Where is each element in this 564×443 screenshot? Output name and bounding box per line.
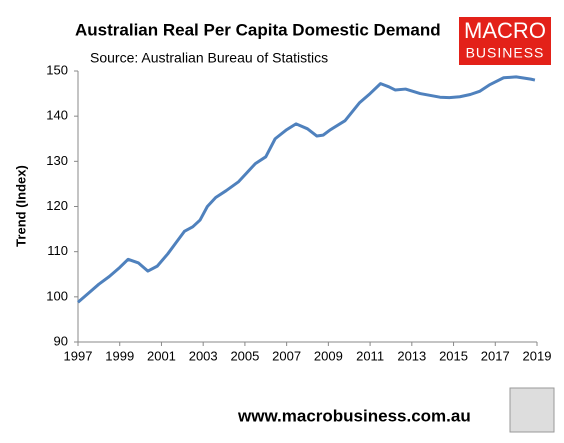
logo-text: MACRO (464, 18, 546, 43)
x-tick-label: 1997 (64, 348, 93, 363)
logo-text: BUSINESS (466, 45, 545, 61)
chart-title: Australian Real Per Capita Domestic Dema… (75, 20, 441, 39)
x-tick-label: 2013 (397, 348, 426, 363)
x-tick-label: 2003 (189, 348, 218, 363)
x-tick-label: 2007 (272, 348, 301, 363)
y-tick-label: 90 (54, 333, 68, 348)
footer: www.macrobusiness.com.au (237, 406, 471, 425)
x-tick-label: 1999 (105, 348, 134, 363)
x-tick-label: 2015 (439, 348, 468, 363)
logo-box (459, 17, 551, 65)
y-tick-label: 150 (46, 62, 68, 77)
logo-image (509, 387, 555, 433)
y-tick-label: 100 (46, 288, 68, 303)
x-tick-label: 2005 (230, 348, 259, 363)
x-tick-label: 2001 (147, 348, 176, 363)
x-tick-label: 2019 (523, 348, 552, 363)
x-tick-label: 2009 (314, 348, 343, 363)
y-axis-label: Trend (Index) (13, 165, 28, 247)
line (77, 75, 536, 304)
chart-subtitle: Source: Australian Bureau of Statistics (90, 50, 328, 66)
y-tick-label: 120 (46, 198, 68, 213)
y-tick-label: 130 (46, 153, 68, 168)
y-tick-label: 140 (46, 108, 68, 123)
y-tick-label: 110 (47, 243, 68, 258)
x-tick-label: 2011 (356, 348, 384, 363)
x-tick-label: 2017 (481, 348, 510, 363)
